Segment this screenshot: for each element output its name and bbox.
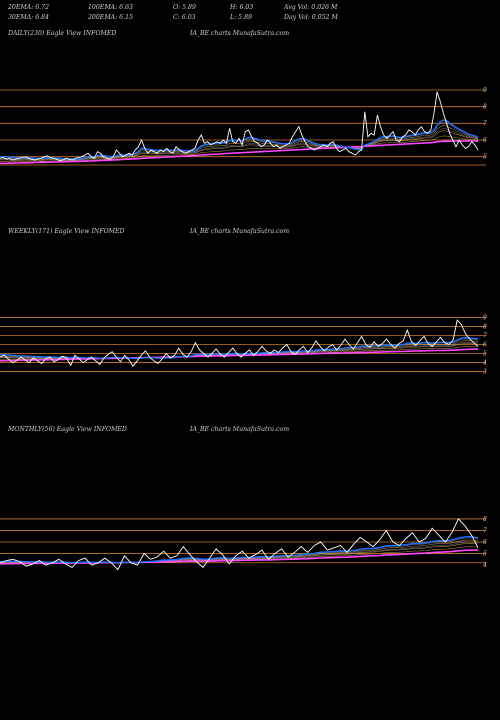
header-low: L: 5.89	[229, 14, 252, 21]
y-tick-label: 8	[483, 104, 487, 111]
weekly-title-right: IA_BE charts MunafaSutra.com	[189, 228, 289, 235]
y-tick-label: 5	[483, 351, 487, 358]
header-high: H: 6.03	[229, 4, 253, 11]
daily-title-left: DAILY(230) Eagle View INFOMED	[7, 30, 116, 37]
header-open: O: 5.89	[173, 4, 196, 11]
y-tick-label: 5	[483, 154, 487, 161]
y-tick-label: 6	[483, 539, 487, 546]
ema-short-line	[0, 119, 479, 160]
y-tick-label: 6	[483, 137, 487, 144]
monthly-title-left: MONTHLY(56) Eagle View INFOMED	[7, 426, 127, 433]
y-tick-label: 4	[482, 562, 487, 569]
y-tick-label: 7	[483, 120, 487, 127]
y-tick-label: 5	[483, 551, 487, 558]
price-line	[0, 91, 479, 162]
info-header: 20EMA: 6.72 100EMA: 6.63 O: 5.89 H: 6.03…	[7, 4, 338, 21]
ma-line	[0, 128, 479, 161]
weekly-title-left: WEEKLY(171) Eagle View INFOMED	[8, 228, 125, 235]
weekly-panel: WEEKLY(171) Eagle View INFOMED IA_BE cha…	[0, 228, 487, 376]
header-20ema: 20EMA: 6.72	[7, 4, 49, 11]
y-tick-label: 4	[482, 360, 487, 367]
header-100ema: 100EMA: 6.63	[88, 4, 133, 11]
daily-panel: DAILY(230) Eagle View INFOMED IA_BE char…	[0, 30, 487, 166]
price-line	[0, 319, 479, 367]
monthly-panel: MONTHLY(56) Eagle View INFOMED IA_BE cha…	[0, 426, 487, 571]
y-tick-label: 9	[483, 87, 487, 94]
header-avg-vol: Avg Vol: 0.026 M	[283, 4, 338, 11]
y-tick-label: 8	[483, 323, 487, 330]
y-tick-label: 6	[483, 342, 487, 349]
y-tick-label: 9	[483, 314, 487, 321]
monthly-title-right: IA_BE charts MunafaSutra.com	[189, 426, 289, 433]
header-close: C: 6.03	[173, 14, 196, 21]
ema-long-line	[0, 140, 479, 165]
header-200ema: 200EMA: 6.15	[87, 14, 133, 21]
price-line	[0, 518, 479, 571]
header-day-vol: Day Vol: 0.052 M	[283, 14, 338, 21]
y-tick-label: 7	[483, 332, 487, 339]
header-30ema: 30EMA: 6.84	[8, 14, 49, 21]
y-tick-label: 7	[483, 527, 487, 534]
y-tick-label: 3	[483, 369, 487, 376]
y-tick-label: 8	[483, 516, 487, 523]
daily-title-right: IA_BE charts MunafaSutra.com	[189, 30, 289, 37]
